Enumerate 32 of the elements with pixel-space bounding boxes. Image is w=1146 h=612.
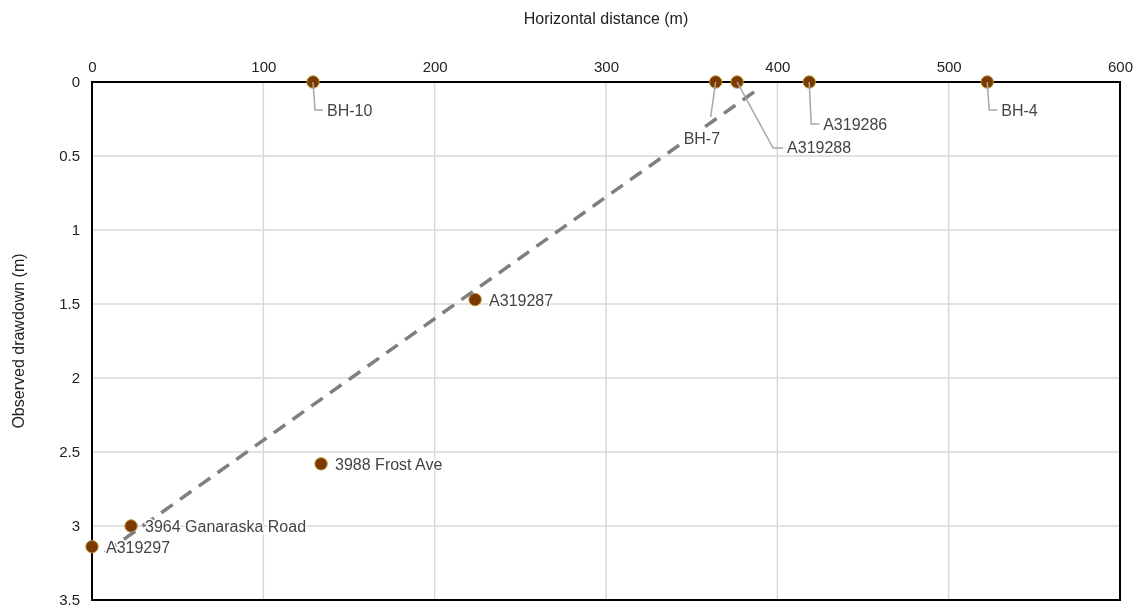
y-tick-label: 3 bbox=[71, 517, 80, 535]
annotation: A319287 bbox=[489, 291, 554, 309]
y-tick-label: 3.5 bbox=[59, 591, 80, 609]
annotation: BH-7 bbox=[683, 130, 721, 147]
annotation: 3964 Ganaraska Road bbox=[145, 518, 307, 535]
y-tick-label: 2.5 bbox=[59, 443, 80, 461]
x-tick-label: 100 bbox=[251, 58, 277, 75]
y-tick-label: 2 bbox=[71, 369, 80, 387]
x-tick-label: 0 bbox=[88, 58, 97, 75]
point bbox=[708, 75, 723, 89]
y-axis-title: Observed drawdown (m) bbox=[10, 253, 27, 429]
y-tick-label: 1 bbox=[71, 221, 80, 239]
x-tick-label: 200 bbox=[422, 58, 448, 75]
y-tick-label: 0 bbox=[71, 73, 80, 91]
y-tick-label: 1.5 bbox=[59, 295, 80, 313]
point bbox=[468, 292, 482, 307]
annotation: BH-10 bbox=[327, 102, 373, 119]
x-axis-title: Horizontal distance (m) bbox=[523, 10, 689, 27]
annotation: A319286 bbox=[823, 116, 888, 133]
x-tick-label: 600 bbox=[1107, 58, 1134, 75]
point bbox=[314, 457, 328, 471]
x-tick-label: 400 bbox=[765, 58, 791, 75]
x-tick-label: 300 bbox=[593, 58, 620, 75]
y-tick-label: 0.5 bbox=[59, 147, 80, 165]
x-tick-label: 500 bbox=[936, 58, 962, 75]
annotation: BH-4 bbox=[1001, 102, 1038, 119]
point bbox=[802, 75, 816, 89]
point bbox=[980, 75, 994, 89]
point bbox=[85, 540, 99, 554]
annotation: A319288 bbox=[787, 139, 852, 156]
point bbox=[124, 519, 138, 533]
annotation: 3988 Frost Ave bbox=[335, 455, 443, 473]
